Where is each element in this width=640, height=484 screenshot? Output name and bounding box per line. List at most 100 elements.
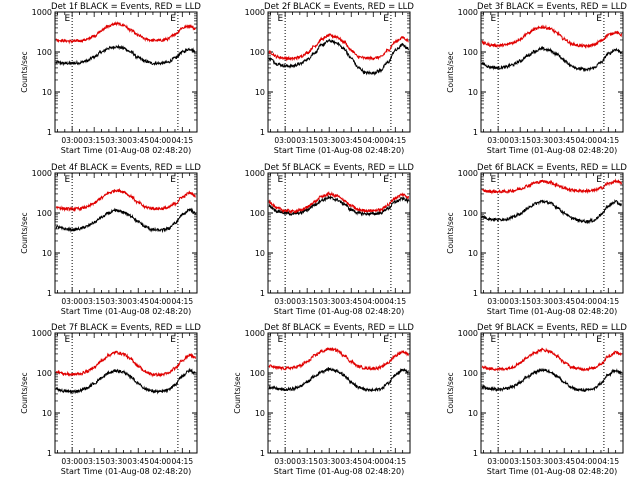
y-axis-label: Counts/sec: [20, 51, 29, 92]
event-marker-label: E: [277, 14, 283, 24]
x-tick-label: 04:00: [575, 297, 597, 306]
x-tick-label: 03:00: [61, 297, 83, 306]
plot-frame: [267, 172, 411, 294]
x-tick-label: 03:15: [509, 297, 531, 306]
y-tick-label: 1: [260, 449, 265, 458]
x-tick-label: 03:30: [105, 457, 127, 466]
x-axis-label: Start Time (01-Aug-08 02:48:20): [487, 307, 618, 316]
x-tick-label: 03:00: [487, 457, 509, 466]
y-axis-label: Counts/sec: [446, 372, 455, 413]
event-marker-label: E: [64, 14, 70, 24]
y-axis-label: Counts/sec: [20, 372, 29, 413]
event-marker-label: E: [170, 14, 176, 24]
y-tick-label: 100: [463, 369, 478, 378]
series-line-events: [55, 367, 196, 395]
y-tick-label: 1: [473, 128, 478, 137]
x-tick-label: 04:00: [149, 457, 171, 466]
x-tick-label: 03:45: [340, 136, 362, 145]
x-axis-label: Start Time (01-Aug-08 02:48:20): [274, 307, 405, 316]
detector-panel: Det 4f BLACK = Events, RED = LLD 1 10 100 10…: [20, 163, 201, 316]
x-tick-label: 03:30: [105, 136, 127, 145]
panel-title: Det 8f BLACK = Events, RED = LLD: [264, 323, 414, 333]
x-axis-label: Start Time (01-Aug-08 02:48:20): [61, 467, 192, 476]
event-marker-label: E: [490, 14, 496, 24]
event-marker-label: E: [490, 175, 496, 185]
y-tick-label: 1000: [32, 8, 52, 17]
series-line-lld: [268, 190, 409, 214]
series-line-events: [55, 44, 196, 67]
x-tick-label: 04:15: [171, 136, 193, 145]
x-tick-label: 03:30: [318, 136, 340, 145]
x-tick-label: 04:15: [171, 457, 193, 466]
y-tick-label: 1000: [458, 329, 478, 338]
y-tick-label: 100: [463, 209, 478, 218]
y-tick-label: 1: [473, 289, 478, 298]
x-tick-label: 03:15: [509, 136, 531, 145]
x-tick-label: 03:30: [105, 297, 127, 306]
y-axis-label: Counts/sec: [20, 212, 29, 253]
x-tick-label: 04:15: [597, 136, 619, 145]
x-tick-label: 03:30: [318, 297, 340, 306]
y-tick-label: 1000: [245, 329, 265, 338]
x-tick-label: 03:15: [296, 457, 318, 466]
x-tick-label: 03:00: [274, 297, 296, 306]
detector-panel: Det 7f BLACK = Events, RED = LLD 1 10 100 10…: [20, 323, 201, 476]
x-tick-label: 04:00: [575, 136, 597, 145]
x-axis-label: Start Time (01-Aug-08 02:48:20): [274, 467, 405, 476]
y-axis-label: Counts/sec: [233, 372, 242, 413]
x-tick-label: 03:00: [274, 457, 296, 466]
x-tick-label: 04:15: [597, 457, 619, 466]
series-line-lld: [55, 21, 196, 45]
y-tick-label: 10: [468, 409, 478, 418]
y-tick-label: 100: [37, 48, 52, 57]
x-tick-label: 03:00: [274, 136, 296, 145]
plot-frame: [480, 332, 624, 454]
y-axis-label: Counts/sec: [446, 212, 455, 253]
x-tick-label: 04:15: [384, 297, 406, 306]
event-marker-label: E: [596, 14, 602, 24]
x-tick-label: 03:45: [340, 297, 362, 306]
y-tick-label: 100: [250, 369, 265, 378]
y-tick-label: 100: [37, 209, 52, 218]
y-tick-label: 10: [42, 409, 52, 418]
x-tick-label: 04:00: [362, 457, 384, 466]
y-tick-label: 100: [37, 369, 52, 378]
y-tick-label: 10: [42, 88, 52, 97]
event-marker-label: E: [277, 335, 283, 345]
y-axis-label: Counts/sec: [446, 51, 455, 92]
event-marker-label: E: [64, 335, 70, 345]
plot-frame: [267, 11, 411, 133]
y-tick-label: 1: [260, 128, 265, 137]
y-tick-label: 1000: [458, 8, 478, 17]
y-tick-label: 10: [255, 409, 265, 418]
plot-frame: [480, 11, 624, 133]
series-line-lld: [268, 33, 409, 62]
x-tick-label: 03:30: [531, 297, 553, 306]
y-tick-label: 1: [47, 128, 52, 137]
series-line-events: [268, 38, 409, 76]
panel-title: Det 7f BLACK = Events, RED = LLD: [51, 323, 201, 333]
x-tick-label: 04:15: [384, 136, 406, 145]
series-line-lld: [481, 347, 622, 373]
event-marker-label: E: [277, 175, 283, 185]
x-tick-label: 03:15: [83, 297, 105, 306]
x-tick-label: 03:00: [61, 136, 83, 145]
panel-title: Det 3f BLACK = Events, RED = LLD: [477, 2, 627, 12]
series-line-events: [268, 194, 409, 217]
plot-frame: [480, 172, 624, 294]
plot-frame: [267, 332, 411, 454]
y-tick-label: 1: [47, 289, 52, 298]
detector-panel: Det 3f BLACK = Events, RED = LLD 1 10 100 10…: [446, 2, 627, 155]
x-axis-label: Start Time (01-Aug-08 02:48:20): [487, 146, 618, 155]
detector-panel: Det 5f BLACK = Events, RED = LLD 1 10 100 10…: [245, 163, 415, 316]
x-tick-label: 04:00: [149, 136, 171, 145]
x-tick-label: 03:45: [340, 457, 362, 466]
x-tick-label: 03:30: [531, 136, 553, 145]
x-tick-label: 03:45: [553, 136, 575, 145]
x-tick-label: 04:15: [597, 297, 619, 306]
y-tick-label: 1000: [32, 329, 52, 338]
x-tick-label: 03:00: [61, 457, 83, 466]
x-tick-label: 03:00: [487, 297, 509, 306]
series-line-events: [268, 367, 409, 393]
